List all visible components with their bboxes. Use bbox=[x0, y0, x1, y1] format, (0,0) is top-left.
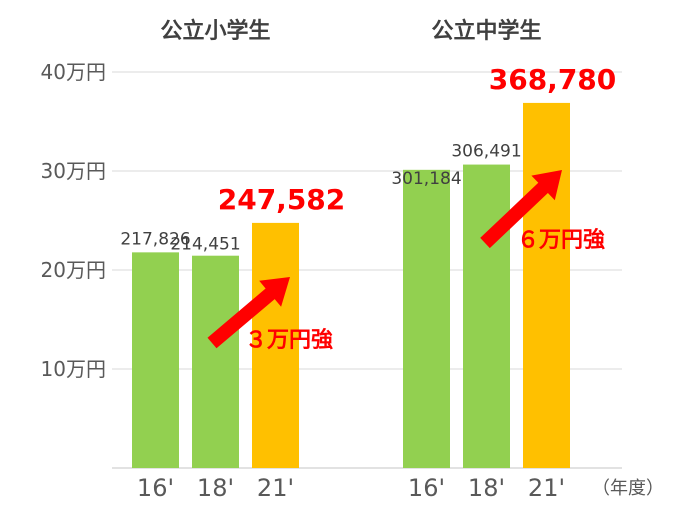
group-titles: 公立小学生 公立中学生 bbox=[160, 18, 541, 44]
x-tick-label: 18' bbox=[197, 474, 234, 502]
y-tick-label: 20万円 bbox=[41, 258, 106, 282]
bar bbox=[403, 169, 450, 469]
data-label: 214,451 bbox=[170, 235, 240, 255]
bars bbox=[132, 102, 570, 469]
x-tick-label: 16' bbox=[137, 474, 174, 502]
bar bbox=[523, 102, 570, 468]
data-label: 306,491 bbox=[451, 142, 521, 162]
y-tick-label: 30万円 bbox=[41, 159, 106, 183]
group-title: 公立小学生 bbox=[160, 18, 270, 44]
x-tick-label: 16' bbox=[408, 474, 445, 502]
y-tick-label: 40万円 bbox=[41, 60, 106, 84]
y-axis: 10万円 20万円 30万円 40万円 bbox=[41, 60, 106, 381]
x-axis: 16' 18' 21' 16' 18' 21' bbox=[137, 474, 565, 502]
increase-label: ３万円強 bbox=[245, 327, 333, 353]
bar bbox=[132, 252, 179, 468]
bar bbox=[192, 255, 239, 468]
increase-arrow bbox=[480, 170, 562, 249]
increase-arrow bbox=[207, 277, 290, 349]
increase-label: ６万円強 bbox=[517, 227, 605, 253]
x-tick-label: 21' bbox=[257, 474, 294, 502]
x-tick-label: 18' bbox=[468, 474, 505, 502]
bar bbox=[252, 222, 299, 468]
data-label-highlight: 247,582 bbox=[218, 183, 346, 216]
increase-arrows: ３万円強 ６万円強 bbox=[207, 170, 605, 353]
x-unit-label: （年度） bbox=[592, 478, 664, 499]
data-label-highlight: 368,780 bbox=[489, 63, 617, 96]
group-title: 公立中学生 bbox=[431, 18, 541, 44]
data-label: 217,826 bbox=[120, 229, 190, 249]
y-tick-label: 10万円 bbox=[41, 357, 106, 381]
data-label: 301,184 bbox=[391, 169, 461, 189]
bar bbox=[463, 164, 510, 468]
x-tick-label: 21' bbox=[528, 474, 565, 502]
